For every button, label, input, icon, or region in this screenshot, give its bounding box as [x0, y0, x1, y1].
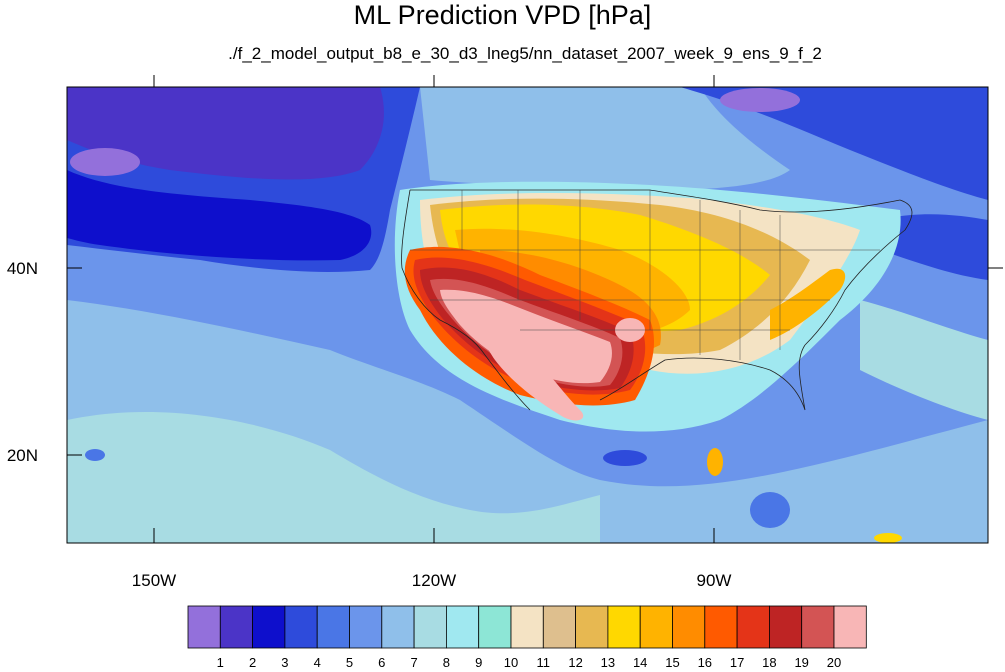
field-pacific-blue	[750, 492, 790, 528]
colorbar-label: 5	[345, 655, 354, 670]
colorbar-boxes	[187, 605, 867, 649]
field-atlantic	[880, 214, 988, 280]
colorbar-box	[445, 605, 480, 649]
colorbar-label: 12	[568, 655, 583, 670]
map-field	[67, 87, 988, 543]
field-cyan-south	[67, 411, 600, 543]
colorbar-label: 20	[826, 655, 842, 670]
colorbar-box	[219, 605, 254, 649]
colorbar-label: 10	[503, 655, 519, 670]
field-ne-blue	[680, 87, 988, 200]
field-carib-orange	[707, 448, 723, 476]
map-subtitle: ./f_2_model_output_b8_e_30_d3_lneg5/nn_d…	[228, 44, 822, 63]
us-east-coast	[804, 199, 913, 346]
field-carib-blue	[603, 450, 647, 466]
colorbar-box	[413, 605, 447, 649]
field-canada	[420, 87, 790, 190]
colorbar-box	[639, 605, 673, 649]
map-ticks	[67, 75, 1003, 543]
colorbar-box	[349, 605, 383, 649]
us-canada-border	[410, 189, 901, 213]
colorbar-label: 14	[632, 655, 648, 670]
colorbar-label: 16	[697, 655, 713, 670]
colorbar-label: 1	[216, 655, 224, 670]
us-west-coast	[401, 189, 531, 411]
field-baja-pink	[479, 320, 584, 421]
field-gulf-alaska	[67, 87, 384, 180]
lon-label-120w: 120W	[411, 571, 457, 590]
colorbar-box	[381, 605, 415, 649]
colorbar-label: 19	[794, 655, 809, 670]
colorbar-box	[575, 605, 609, 649]
colorbar-label: 9	[475, 655, 483, 670]
colorbar-label: 3	[281, 655, 289, 670]
field-hawaii	[85, 449, 105, 461]
lon-label-150w: 150W	[131, 571, 177, 590]
colorbar-box	[542, 605, 576, 649]
colorbar-box	[252, 605, 286, 649]
lon-label-90w: 90W	[696, 571, 732, 590]
coastlines	[401, 189, 913, 411]
state-borders	[410, 190, 880, 360]
us-gulf-coast	[599, 344, 806, 411]
colorbar-box	[316, 605, 350, 649]
colorbar-label: 15	[665, 655, 680, 670]
colorbar-box	[801, 605, 835, 649]
map-frame	[66, 86, 989, 544]
lat-label-40n: 40N	[6, 259, 38, 278]
field-se-orange	[770, 268, 846, 340]
colorbar-box	[284, 605, 318, 649]
colorbar-label: 18	[762, 655, 777, 670]
colorbar-box	[607, 605, 641, 649]
colorbar-label: 8	[442, 655, 450, 670]
colorbar-box	[769, 605, 803, 649]
colorbar-label: 13	[600, 655, 616, 670]
field-sw-pink	[440, 289, 612, 384]
lat-label-20n: 20N	[6, 446, 38, 465]
colorbar-box	[833, 605, 867, 649]
field-ne-purple	[720, 88, 800, 112]
colorbar-label: 6	[378, 655, 386, 670]
colorbar-box	[510, 605, 544, 649]
colorbar-label: 4	[313, 655, 321, 670]
colorbar-box	[672, 605, 706, 649]
colorbar-label: 11	[536, 655, 551, 670]
field-atlantic-cyan	[860, 300, 988, 420]
colorbar-box	[187, 605, 221, 649]
field-purple-spot	[70, 148, 140, 176]
colorbar-label: 7	[410, 655, 418, 670]
field-north-pacific-core	[67, 170, 372, 261]
colorbar-label: 2	[248, 655, 257, 670]
colorbar-label: 17	[729, 655, 745, 670]
colorbar-box	[704, 605, 738, 649]
map-title: ML Prediction VPD [hPa]	[353, 0, 652, 30]
colorbar-box	[736, 605, 770, 649]
colorbar-box	[478, 605, 512, 649]
field-sa-yellow	[874, 533, 902, 543]
